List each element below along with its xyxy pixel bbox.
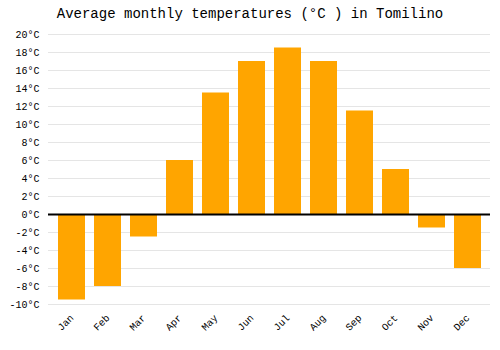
svg-text:Apr: Apr bbox=[164, 313, 185, 334]
svg-text:20°C: 20°C bbox=[15, 30, 39, 41]
svg-text:-6°C: -6°C bbox=[15, 264, 39, 275]
svg-text:2°C: 2°C bbox=[21, 192, 39, 203]
svg-text:4°C: 4°C bbox=[21, 174, 39, 185]
html-text:Average monthly temperatures (: Average monthly temperatures (°C ) in To… bbox=[56, 6, 444, 22]
svg-text:-10°C: -10°C bbox=[9, 300, 39, 311]
svg-text:8°C: 8°C bbox=[21, 138, 39, 149]
svg-text:14°C: 14°C bbox=[15, 84, 39, 95]
svg-text:Sep: Sep bbox=[344, 313, 365, 334]
svg-text:Mar: Mar bbox=[128, 313, 149, 334]
svg-text:Jun: Jun bbox=[236, 313, 257, 334]
svg-text:16°C: 16°C bbox=[15, 66, 39, 77]
svg-text:-2°C: -2°C bbox=[15, 228, 39, 239]
svg-text:6°C: 6°C bbox=[21, 156, 39, 167]
svg-text:Nov: Nov bbox=[416, 313, 437, 334]
svg-text:12°C: 12°C bbox=[15, 102, 39, 113]
svg-text:May: May bbox=[200, 313, 221, 334]
svg-text:-4°C: -4°C bbox=[15, 246, 39, 257]
svg-text:Jul: Jul bbox=[272, 313, 293, 334]
svg-text:Aug: Aug bbox=[308, 313, 329, 334]
svg-text:Dec: Dec bbox=[452, 313, 473, 334]
svg-text:-8°C: -8°C bbox=[15, 282, 39, 293]
svg-text:10°C: 10°C bbox=[15, 120, 39, 131]
svg-text:0°C: 0°C bbox=[21, 210, 39, 221]
svg-text:Jan: Jan bbox=[56, 313, 77, 334]
svg-text:18°C: 18°C bbox=[15, 48, 39, 59]
svg-text:Oct: Oct bbox=[380, 313, 401, 334]
svg-text:Feb: Feb bbox=[92, 313, 113, 334]
